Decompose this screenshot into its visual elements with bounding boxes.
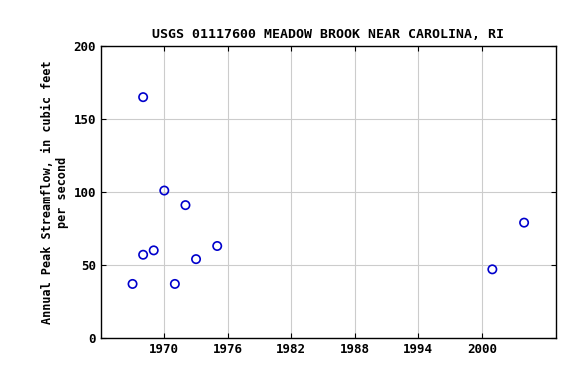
Point (138, 252, 147, 258)
Point (488, 266, 497, 272)
Point (170, 281, 180, 287)
Y-axis label: Annual Peak Streamflow, in cubic feet
per second: Annual Peak Streamflow, in cubic feet pe… (41, 60, 69, 324)
Point (520, 220, 529, 226)
Point (213, 243, 222, 249)
Point (138, 94, 147, 100)
Title: USGS 01117600 MEADOW BROOK NEAR CAROLINA, RI: USGS 01117600 MEADOW BROOK NEAR CAROLINA… (152, 28, 505, 41)
Point (160, 187, 169, 194)
Point (149, 247, 158, 253)
Point (181, 202, 190, 208)
Point (191, 256, 200, 262)
Point (128, 281, 137, 287)
